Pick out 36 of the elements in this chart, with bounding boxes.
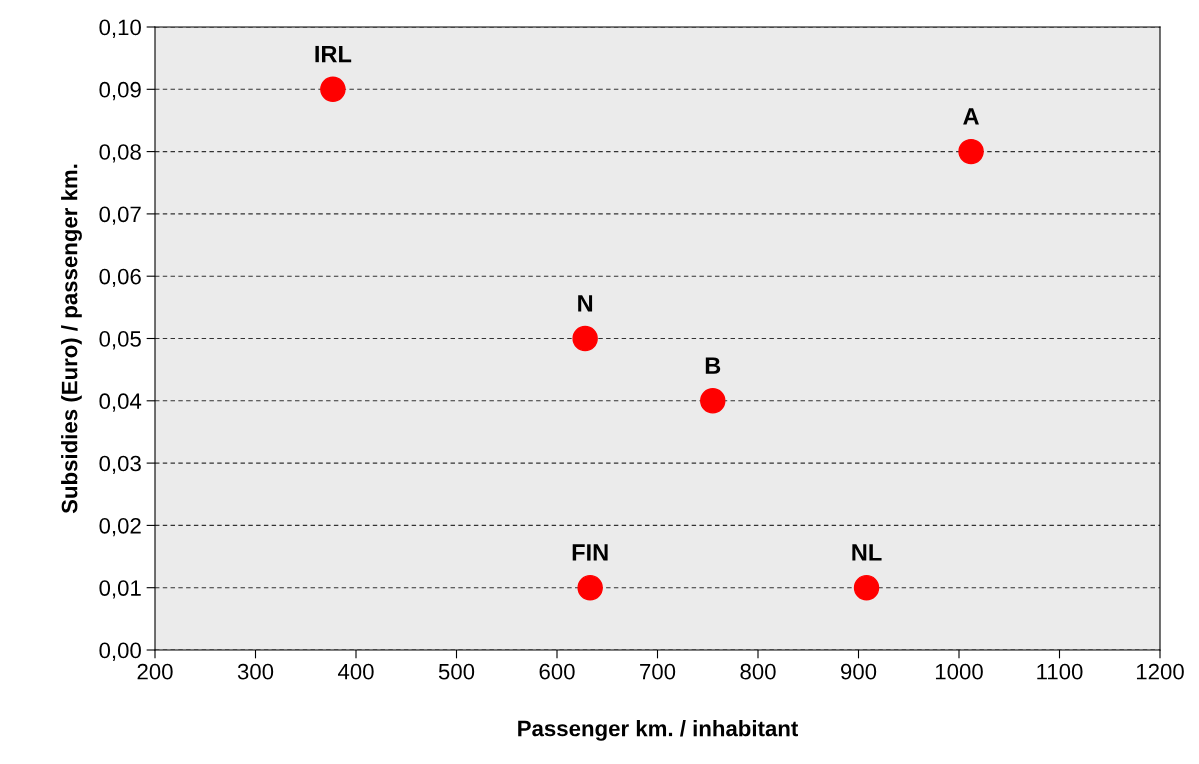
y-tick-label: 0,06 bbox=[99, 268, 141, 288]
x-tick-label: 200 bbox=[137, 663, 173, 680]
y-tick-label: 0,00 bbox=[99, 642, 141, 661]
y-tick-label: 0,04 bbox=[99, 393, 142, 412]
y-tick-label: 0,08 bbox=[99, 144, 141, 163]
point bbox=[320, 76, 346, 103]
annotation: FIN bbox=[572, 544, 608, 561]
annotation: N bbox=[578, 295, 593, 312]
x-tick-label: 800 bbox=[740, 663, 776, 680]
x-tick-label: 400 bbox=[337, 663, 374, 680]
x-axis-title: Passenger km. / inhabitant bbox=[518, 720, 799, 741]
y-tick-label: 0,10 bbox=[99, 19, 141, 38]
annotation: NL bbox=[852, 544, 882, 561]
y-tick-label: 0,07 bbox=[99, 206, 141, 225]
annotation: A bbox=[963, 108, 979, 125]
y-tick-label: 0,05 bbox=[99, 331, 141, 350]
y-tick-label: 0,01 bbox=[99, 580, 141, 599]
x-tick-label: 700 bbox=[640, 663, 676, 680]
point bbox=[700, 388, 726, 414]
x-tick-label: 1200 bbox=[1136, 663, 1184, 680]
y-tick-label: 0,02 bbox=[99, 517, 141, 537]
annotation: IRL bbox=[315, 45, 352, 63]
x-tick-label: 1100 bbox=[1037, 663, 1083, 680]
point bbox=[853, 574, 880, 601]
x-tick-label: 1000 bbox=[935, 663, 983, 680]
x-tick-label: 600 bbox=[539, 663, 575, 680]
point bbox=[572, 325, 598, 352]
annotation: B bbox=[705, 357, 721, 374]
x-tick-label: 300 bbox=[237, 663, 274, 680]
y-tick-label: 0,09 bbox=[99, 81, 141, 101]
x-tick-label: 500 bbox=[438, 663, 475, 680]
x-tick-label: 900 bbox=[841, 663, 877, 680]
point bbox=[958, 138, 984, 165]
point bbox=[577, 574, 603, 601]
y-axis-title: Subsidies (Euro) / passenger km. bbox=[61, 164, 82, 514]
y-tick-label: 0,03 bbox=[99, 455, 141, 474]
